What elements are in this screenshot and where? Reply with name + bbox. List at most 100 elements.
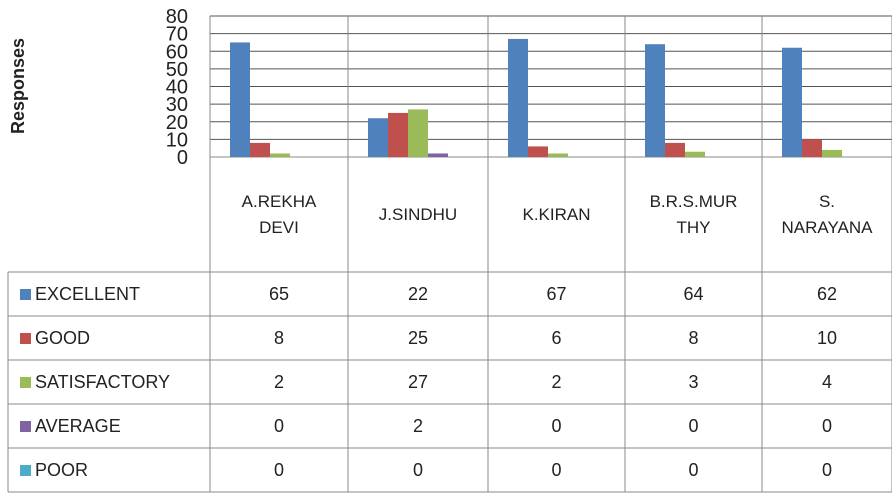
table-value-text: 67: [546, 283, 567, 304]
y-tick-label: 60: [166, 41, 188, 63]
table-value-text: 0: [273, 415, 284, 436]
legend-label: GOOD: [35, 327, 91, 348]
table-value-text: 0: [688, 415, 699, 436]
bar: [408, 109, 428, 157]
x-tick-label-text: B.R.S.MURTHY: [649, 191, 738, 237]
legend-key: [20, 376, 31, 388]
legend-label: EXCELLENT: [35, 283, 141, 304]
legend-label: POOR: [35, 459, 89, 480]
table-value-text: 62: [816, 283, 838, 304]
x-tick-label-text: A.REKHA DEVI: [241, 191, 317, 237]
x-tick-label: J.SINDHU: [348, 157, 488, 272]
x-tick-label: S. NARAYANA: [762, 157, 892, 272]
bar: [782, 47, 802, 157]
bar: [645, 44, 665, 158]
legend-entry: EXCELLENT: [8, 272, 210, 316]
bar: [388, 112, 408, 157]
table-value: 10: [762, 316, 892, 360]
table-value-text: 0: [551, 415, 562, 436]
bar: [685, 151, 705, 157]
table-value: 2: [348, 404, 488, 448]
table-value-text: 2: [551, 371, 562, 392]
y-tick-label: 40: [166, 77, 188, 99]
table-value: 22: [348, 272, 488, 316]
table-value: 0: [210, 448, 348, 492]
table-value-text: 6: [551, 327, 562, 348]
x-tick-label: B.R.S.MURTHY: [625, 157, 762, 272]
bar: [822, 149, 842, 157]
y-tick-label: 80: [166, 6, 188, 28]
table-value-text: 8: [273, 327, 284, 348]
table-value: 8: [625, 316, 762, 360]
y-tick-label: 10: [166, 129, 188, 151]
legend-key: [20, 288, 31, 300]
table-value: 0: [762, 448, 892, 492]
table-value-text: 10: [816, 327, 838, 348]
table-value: 25: [348, 316, 488, 360]
table-value: 2: [210, 360, 348, 404]
legend-entry: POOR: [8, 448, 210, 492]
table-value: 2: [488, 360, 625, 404]
bar: [528, 146, 548, 157]
x-tick-label: A.REKHA DEVI: [210, 157, 348, 272]
x-tick-label-text: S. NARAYANA: [781, 191, 873, 237]
table-value-text: 64: [683, 283, 704, 304]
table-value: 0: [488, 404, 625, 448]
x-tick-label-text: K.KIRAN: [522, 204, 591, 224]
y-axis-label: Responses: [8, 38, 28, 134]
table-value-text: 4: [821, 371, 832, 392]
table-value-text: 0: [821, 459, 832, 480]
table-value: 0: [625, 448, 762, 492]
table-value: 4: [762, 360, 892, 404]
table-value: 64: [625, 272, 762, 316]
table-value: 6: [488, 316, 625, 360]
table-value-text: 25: [407, 327, 429, 348]
table-value: 65: [210, 272, 348, 316]
x-tick-label-text: J.SINDHU: [378, 204, 458, 224]
table-value: 8: [210, 316, 348, 360]
bar: [428, 153, 448, 157]
legend-label: SATISFACTORY: [35, 371, 171, 392]
bar: [250, 142, 270, 157]
bar: [802, 139, 822, 157]
legend-key: [20, 464, 31, 476]
table-value: 0: [348, 448, 488, 492]
bar: [230, 42, 250, 157]
y-tick-label: 50: [166, 59, 188, 81]
table-value-text: 2: [412, 415, 423, 436]
table-value-text: 0: [551, 459, 562, 480]
table-value-text: 0: [821, 415, 832, 436]
table-value-text: 0: [273, 459, 284, 480]
table-value: 0: [625, 404, 762, 448]
table-value-text: 3: [688, 371, 699, 392]
legend-entry: SATISFACTORY: [8, 360, 210, 404]
bar: [548, 153, 568, 157]
y-tick-label: 30: [166, 94, 188, 116]
table-value-text: 0: [412, 459, 423, 480]
table-value: 62: [762, 272, 892, 316]
table-value: 0: [210, 404, 348, 448]
table-value: 3: [625, 360, 762, 404]
table-value: 67: [488, 272, 625, 316]
y-tick-label: 0: [177, 147, 188, 169]
legend-key: [20, 332, 31, 344]
y-tick-label: 70: [166, 24, 188, 46]
table-value-text: 8: [688, 327, 699, 348]
x-tick-label: K.KIRAN: [488, 157, 625, 272]
table-value-text: 27: [407, 371, 429, 392]
bar: [368, 118, 388, 157]
legend-entry: GOOD: [8, 316, 210, 360]
bar: [665, 142, 685, 157]
legend-label: AVERAGE: [35, 415, 121, 436]
legend-entry: AVERAGE: [8, 404, 210, 448]
bar: [270, 153, 290, 157]
table-value: 27: [348, 360, 488, 404]
y-tick-label: 20: [166, 112, 188, 134]
table-value: 0: [762, 404, 892, 448]
table-value-text: 0: [688, 459, 699, 480]
table-value: 0: [488, 448, 625, 492]
bar: [508, 38, 528, 157]
table-value-text: 2: [273, 371, 284, 392]
